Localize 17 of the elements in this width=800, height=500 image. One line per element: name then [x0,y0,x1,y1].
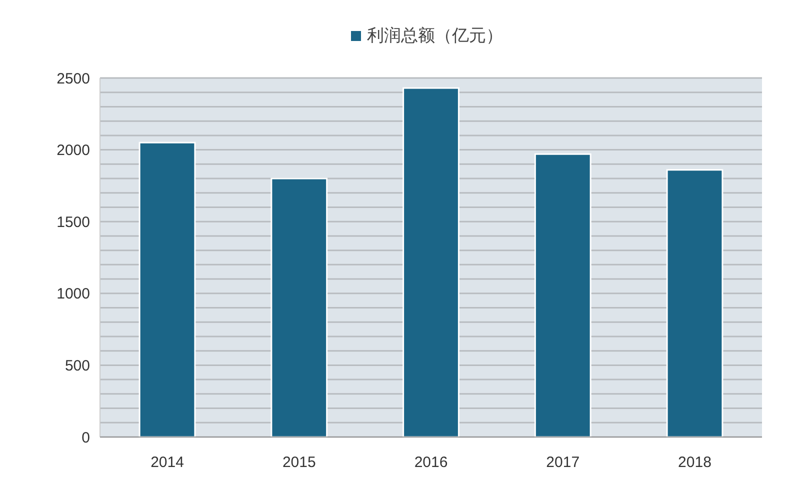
y-tick-label: 2500 [56,70,90,88]
bar [666,169,724,438]
y-tick-label: 0 [82,429,90,446]
bar [138,142,196,438]
bar [534,153,592,438]
y-tick-label: 500 [64,357,90,374]
x-tick-label: 2017 [546,454,580,471]
x-tick-label: 2018 [678,454,712,471]
y-tick-label: 1500 [56,214,90,231]
y-tick-label: 2000 [56,142,90,160]
legend-label: 利润总额（亿元） [367,26,503,46]
y-tick-label: 1000 [56,286,90,303]
x-tick-label: 2014 [150,454,184,471]
x-tick-label: 2015 [282,454,316,471]
x-tick-label: 2016 [414,454,448,471]
bar [270,178,328,438]
bar [402,87,460,438]
